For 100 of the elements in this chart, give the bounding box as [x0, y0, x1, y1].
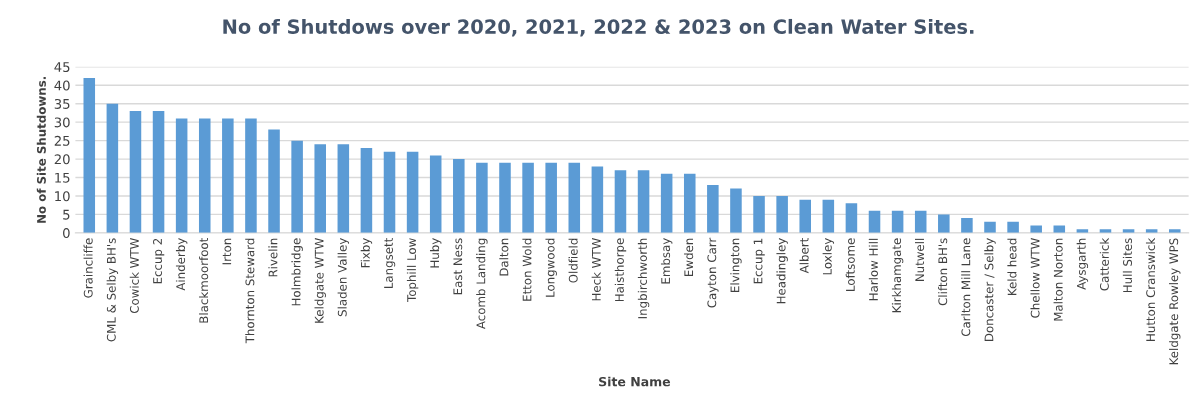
bar [129, 111, 142, 233]
x-tick-label: Longwood [545, 238, 557, 297]
x-tick-label: Cowick WTW [129, 238, 139, 314]
x-tick-label: Loxley [822, 238, 835, 275]
x-tick-label: Hutton Cranswick [1145, 237, 1156, 341]
x-tick-label: Loftsome [845, 238, 855, 291]
x-tick-label: Dalton [499, 238, 509, 276]
bar [845, 203, 858, 233]
x-tick-label: Eccup 1 [753, 238, 765, 284]
x-tick-label: Kirkhamgate [891, 238, 904, 313]
x-tick-label: Nutwell [915, 238, 925, 281]
x-tick-label: Malton Norton [1053, 238, 1063, 321]
bar [499, 162, 511, 233]
x-tick-label: Ingbirchworth [637, 238, 650, 319]
x-tick-label: Eccup 2 [153, 238, 165, 284]
y-tick-label: 40 [54, 80, 70, 91]
x-tick-label: Graincliffe [83, 238, 93, 298]
y-tick-label: 30 [54, 117, 70, 128]
x-tick-label: CML & Selby BH's [106, 238, 119, 342]
bar [1007, 221, 1019, 233]
bar [337, 144, 350, 233]
bar [591, 166, 604, 233]
bar [961, 218, 973, 233]
x-tick-label: Etton Wold [522, 238, 532, 301]
x-tick-label: Rivelin [268, 238, 278, 277]
x-tick-label: Clifton BH's [938, 238, 948, 306]
bar [637, 170, 650, 233]
bar [984, 221, 996, 233]
bar [868, 210, 881, 233]
x-tick-label: Sladen Valley [337, 238, 350, 317]
x-tick-label: Cayton Carr [707, 237, 719, 308]
bar [406, 151, 419, 233]
x-tick-label: Blackmoorfoot [199, 238, 209, 323]
chart-title: No of Shutdows over 2020, 2021, 2022 & 2023 on Clean Water Sites. [223, 18, 974, 37]
x-tick-label: East Ness [453, 238, 463, 295]
bar [106, 103, 119, 233]
x-tick-label: Aysgarth [1076, 238, 1089, 290]
x-tick-label: Haisthorpe [614, 238, 627, 302]
bar [914, 210, 927, 233]
bar [152, 111, 165, 233]
x-tick-label: Doncaster / Selby [984, 238, 996, 341]
bar [1030, 225, 1042, 233]
x-tick-label: Holmbridge [291, 238, 303, 306]
x-tick-label: Oldfield [568, 238, 578, 283]
bar [776, 195, 788, 233]
bar [198, 118, 211, 233]
x-tick-label: Elvington [730, 238, 742, 292]
x-tick-label: Ewden [684, 238, 694, 276]
x-tick-label: Acomb Landing [476, 238, 488, 330]
x-tick-label: Embsay [660, 238, 673, 284]
bar [753, 195, 765, 233]
y-tick-label: 0 [63, 228, 70, 239]
x-tick-label: Ainderby [175, 238, 188, 291]
x-tick-label: Huby [429, 238, 442, 268]
x-axis-title: Site Name [599, 376, 671, 387]
y-tick-label: 15 [55, 172, 70, 183]
y-tick-label: 25 [54, 135, 70, 146]
y-tick-label: 35 [54, 98, 70, 109]
y-axis-title: No of Site Shutdowns. [36, 77, 46, 223]
bar [1053, 225, 1066, 233]
bar [683, 173, 696, 233]
x-tick-label: Langsett [384, 238, 396, 289]
bar [83, 77, 96, 233]
x-tick-label: Keldgate WTW [314, 238, 326, 323]
x-tick-label: Catterick [1099, 237, 1109, 291]
bar [291, 140, 303, 233]
bar [314, 144, 326, 233]
y-tick-label: 20 [54, 154, 70, 165]
bar [660, 173, 673, 233]
bar [268, 129, 280, 233]
x-tick-label: Keld head [1007, 238, 1017, 295]
y-tick-label: 45 [54, 62, 70, 73]
bar [175, 118, 188, 233]
bar [799, 199, 812, 233]
x-tick-label: Hull Sites [1122, 238, 1132, 293]
bar [545, 162, 557, 233]
bar [938, 214, 950, 233]
x-tick-label: Carlton Mill Lane [961, 238, 971, 337]
bar [222, 118, 234, 233]
x-tick-label: Chellow WTW [1030, 238, 1040, 318]
bar [707, 184, 719, 233]
y-tick-label: 5 [63, 209, 70, 220]
x-tick-label: Heck WTW [591, 238, 601, 301]
x-tick-label: Fixby [360, 238, 373, 268]
bar [730, 188, 742, 233]
x-tick-label: Keldgate Rowley WPS [1169, 238, 1181, 365]
bar [360, 148, 373, 233]
bar [891, 210, 904, 233]
bar [822, 199, 835, 233]
y-tick-label: 10 [55, 191, 70, 202]
bar [429, 155, 442, 233]
bar [522, 162, 534, 233]
bar [383, 151, 396, 233]
x-tick-label: Irton [222, 238, 232, 265]
bar [614, 170, 627, 233]
x-tick-label: Harlow Hill [868, 238, 878, 301]
x-tick-label: Thornton Steward [245, 238, 255, 344]
x-tick-label: Albert [799, 238, 809, 274]
x-tick-label: Headingley [776, 238, 788, 304]
bar [568, 162, 581, 233]
